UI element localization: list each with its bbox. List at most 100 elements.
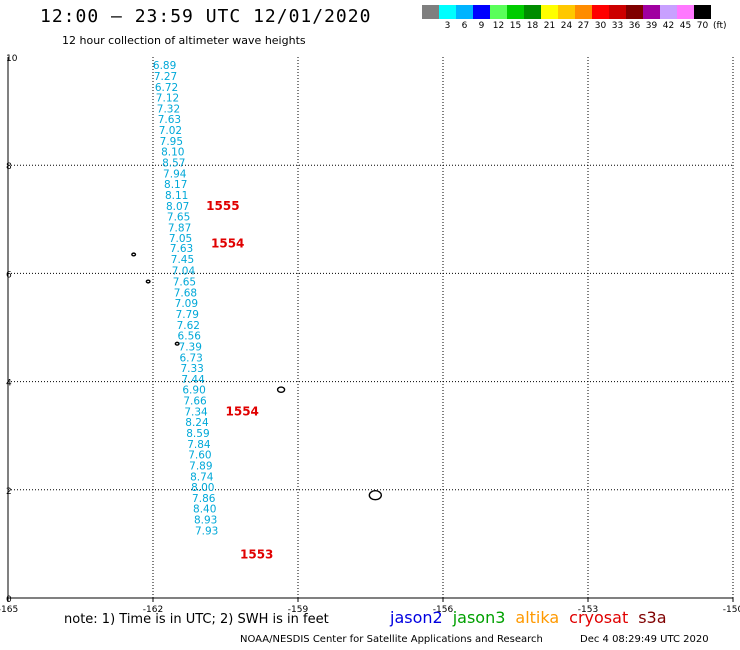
wave-height-label: 7.44: [181, 374, 205, 386]
color-scale-label: 70: [696, 21, 709, 31]
color-scale-label: 18: [526, 21, 539, 31]
x-tick-label: -162: [143, 605, 163, 615]
wave-height-label: 7.39: [179, 341, 202, 353]
wave-height-label: 8.93: [194, 515, 217, 527]
y-tick-label: 6: [6, 270, 12, 280]
wave-height-label: 6.89: [153, 60, 176, 72]
color-scale-label: 27: [577, 21, 590, 31]
satellite-name: jason3: [452, 608, 506, 627]
satellite-name: cryosat: [569, 608, 629, 627]
pass-time-label: 1553: [240, 548, 273, 562]
x-tick-label: -165: [0, 605, 18, 615]
wave-height-label: 8.10: [161, 147, 184, 159]
y-tick-label: 8: [6, 162, 12, 172]
color-scale-label: 33: [611, 21, 624, 31]
color-swatch: [541, 5, 558, 19]
wave-height-label: 6.90: [182, 385, 205, 397]
wave-height-label: 7.33: [180, 363, 203, 375]
color-scale-labels: 3 6 9 12 15 18 21 24 27 30 33 36 39 42 45 70 (ft): [422, 21, 727, 31]
wave-height-values: 6.897.276.727.127.327.637.027.958.108.57…: [153, 60, 218, 537]
wave-height-label: 7.12: [156, 93, 179, 105]
color-swatch: [643, 5, 660, 19]
color-swatch: [660, 5, 677, 19]
color-swatch: [592, 5, 609, 19]
color-scale-label: 30: [594, 21, 607, 31]
island-outline: [174, 341, 180, 346]
wave-height-label: 7.34: [184, 406, 208, 418]
satellite-name: jason2: [390, 608, 443, 627]
island-outline: [276, 386, 286, 394]
wave-height-label: 7.68: [174, 287, 197, 299]
satellite-name: altika: [515, 608, 560, 627]
color-scale-label: 36: [628, 21, 641, 31]
color-swatch: [677, 5, 694, 19]
wave-height-label: 6.73: [179, 352, 202, 364]
wave-height-label: 7.65: [167, 212, 190, 224]
color-swatch: [575, 5, 592, 19]
chart-subtitle: 12 hour collection of altimeter wave hei…: [62, 34, 306, 47]
color-scale-units: (ft): [713, 21, 727, 31]
generation-date: Dec 4 08:29:49 UTC 2020: [580, 634, 709, 645]
wave-height-label: 7.04: [172, 266, 196, 278]
wave-height-label: 7.86: [192, 493, 216, 505]
wave-height-label: 7.93: [195, 525, 218, 537]
color-scale-label: 6: [461, 21, 468, 31]
x-tick-label: -153: [578, 605, 598, 615]
satellite-legend: jason2 jason3 altika cryosat s3a: [390, 608, 677, 627]
x-tick-label: -159: [288, 605, 309, 615]
credit-line: NOAA/NESDIS Center for Satellite Applica…: [240, 634, 543, 645]
color-scale-label: 39: [645, 21, 658, 31]
color-swatch: [507, 5, 524, 19]
island-outline: [131, 252, 137, 257]
wave-height-label: 8.07: [166, 201, 189, 213]
color-swatch: [626, 5, 643, 19]
color-scale-label: 3: [444, 21, 451, 31]
x-tick-label: -150: [723, 605, 740, 615]
chart-title: 12:00 – 23:59 UTC 12/01/2020: [40, 6, 372, 27]
wave-height-label: 7.02: [159, 125, 182, 137]
wave-height-label: 8.74: [190, 471, 214, 483]
pass-time-label: 1555: [206, 199, 239, 213]
wave-height-label: 7.87: [168, 222, 191, 234]
satellite-name: s3a: [638, 608, 667, 627]
y-tick-label: 0: [6, 595, 12, 605]
island-outline: [368, 490, 383, 501]
wave-height-label: 8.24: [185, 417, 209, 429]
color-scale-label: 42: [662, 21, 675, 31]
wave-height-label: 8.00: [191, 482, 214, 494]
wave-height-label: 7.95: [160, 136, 183, 148]
color-swatch: [490, 5, 507, 19]
color-scale-label: 15: [509, 21, 522, 31]
wave-height-label: 7.79: [176, 309, 199, 321]
wave-height-label: 7.84: [187, 439, 211, 451]
wave-height-label: 7.63: [158, 114, 181, 126]
wave-height-label: 7.27: [154, 71, 177, 83]
map-axes: -165 -162 -159 -156 -153 -150 0 2 4 6 8 10: [0, 54, 740, 615]
wave-height-label: 7.89: [189, 460, 212, 472]
wave-height-label: 7.45: [171, 254, 194, 266]
color-scale-label: 9: [478, 21, 485, 31]
wave-height-label: 8.17: [164, 179, 187, 191]
wave-height-label: 8.57: [162, 157, 185, 169]
color-scale-label: 21: [543, 21, 556, 31]
color-swatch: [439, 5, 456, 19]
color-swatch: [422, 5, 439, 19]
wave-height-label: 7.63: [170, 243, 193, 255]
color-swatch: [473, 5, 490, 19]
wave-height-label: 7.66: [183, 396, 207, 408]
map-grid: [8, 57, 734, 598]
wave-height-label: 6.56: [178, 331, 202, 343]
wave-height-label: 7.62: [177, 320, 200, 332]
wave-height-label: 7.05: [169, 233, 192, 245]
y-tick-label: 2: [6, 487, 12, 497]
x-tick-label: -156: [433, 605, 454, 615]
pass-time-label: 1554: [226, 404, 259, 418]
pass-time-labels: 1555 1554 1554 1553: [206, 199, 273, 562]
pass-time-label: 1554: [211, 237, 244, 251]
wave-height-label: 7.32: [157, 103, 180, 115]
islands: [131, 252, 383, 501]
wave-height-label: 7.65: [173, 277, 196, 289]
island-outline: [145, 279, 151, 284]
color-swatch: [558, 5, 575, 19]
